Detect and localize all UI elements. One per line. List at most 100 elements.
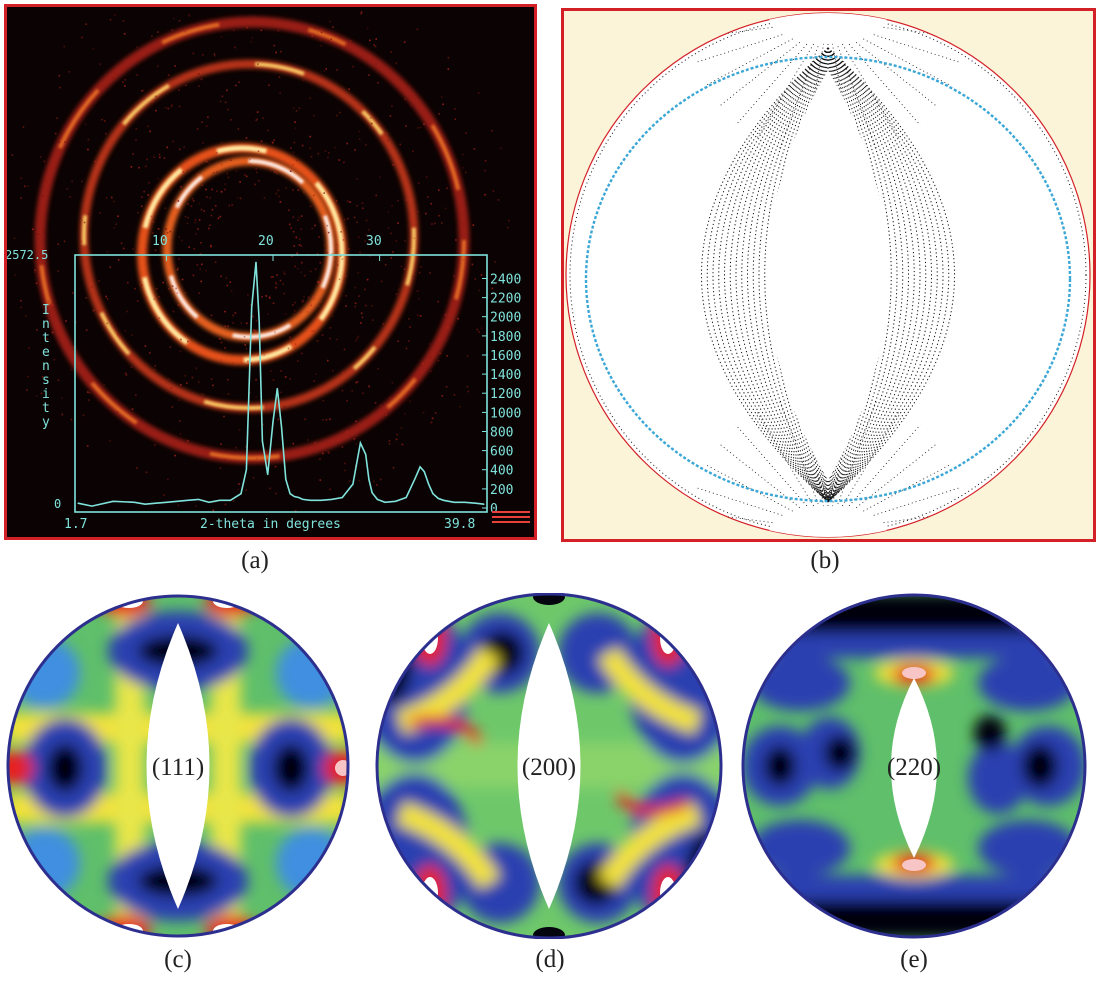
noise-speck [255,119,258,121]
noise-speck [323,192,325,194]
noise-speck [356,221,358,223]
panel-a-frame [4,4,537,540]
noise-speck [149,352,151,354]
noise-speck [22,126,25,128]
noise-speck [366,27,369,30]
noise-speck [202,54,204,56]
noise-speck [65,320,67,322]
noise-speck [261,295,263,298]
noise-speck [302,79,305,81]
noise-speck [474,278,477,280]
noise-speck [336,338,338,341]
noise-speck [275,172,278,175]
profile-point [371,492,373,494]
profile-point [474,502,477,504]
profile-point [384,501,386,503]
noise-speck [199,253,202,255]
noise-speck [301,352,303,355]
noise-speck [273,44,276,47]
noise-speck [289,449,292,452]
noise-speck [215,152,218,154]
noise-speck [278,76,281,78]
noise-speck [104,120,106,122]
noise-speck [445,339,448,342]
noise-speck [309,147,311,150]
noise-speck [120,124,122,126]
noise-speck [43,160,46,163]
noise-speck [357,236,360,239]
noise-speck [403,268,406,271]
noise-speck [199,268,201,270]
pole-figure-220: (220) [740,593,1088,939]
noise-speck [144,247,147,250]
noise-speck [455,239,457,241]
noise-speck [196,128,199,130]
grid-outer-ring [569,16,1087,534]
noise-speck [132,153,134,155]
noise-speck [189,169,191,172]
noise-speck [404,413,406,415]
noise-speck [53,358,56,361]
noise-speck [438,214,440,217]
noise-speck [337,206,339,208]
noise-speck [187,440,189,442]
y-tick-label: 800 [490,426,513,441]
noise-speck [99,63,102,65]
noise-speck [178,258,180,260]
y-tick-label: 200 [490,483,513,498]
noise-speck [445,386,448,388]
noise-speck [279,279,282,282]
ring-inner-2-bright [165,159,333,339]
profile-point [261,440,263,442]
noise-speck [150,215,153,218]
noise-speck [269,487,271,490]
noise-speck [20,177,23,180]
noise-speck [324,244,326,247]
noise-speck [300,261,303,264]
noise-speck [100,80,103,82]
grid-meridian [827,47,892,503]
profile-point [423,471,425,473]
noise-speck [237,196,239,199]
noise-speck [201,121,203,123]
noise-speck [141,196,143,198]
noise-speck [294,121,296,123]
noise-speck [391,205,393,207]
noise-speck [226,284,229,287]
noise-speck [163,157,166,159]
noise-speck [106,298,109,300]
noise-speck [309,97,312,100]
noise-speck [147,125,149,128]
noise-speck [213,53,216,55]
grid-spoke [827,19,938,108]
noise-speck [232,314,234,317]
noise-speck [392,467,395,469]
noise-speck [151,232,154,234]
noise-speck [289,170,292,172]
noise-speck [444,207,447,210]
noise-speck [111,196,113,199]
profile-point [464,501,466,503]
noise-speck [59,86,61,89]
noise-speck [165,228,167,230]
noise-speck [136,74,138,76]
noise-speck [79,245,81,247]
noise-speck [219,467,222,469]
noise-speck [228,204,230,207]
profile-point [267,473,269,476]
noise-speck [491,129,493,132]
noise-speck [282,271,285,273]
noise-speck [272,276,274,278]
noise-speck [239,197,242,200]
pole-figure-220-label: (220) [887,754,941,781]
noise-speck [506,226,509,229]
noise-speck [270,370,272,372]
noise-speck [263,197,266,199]
noise-speck [334,146,336,149]
noise-speck [211,188,213,191]
noise-speck [149,130,151,133]
noise-speck [125,374,128,376]
noise-speck [285,313,287,315]
noise-speck [180,338,182,341]
noise-speck [136,467,138,469]
